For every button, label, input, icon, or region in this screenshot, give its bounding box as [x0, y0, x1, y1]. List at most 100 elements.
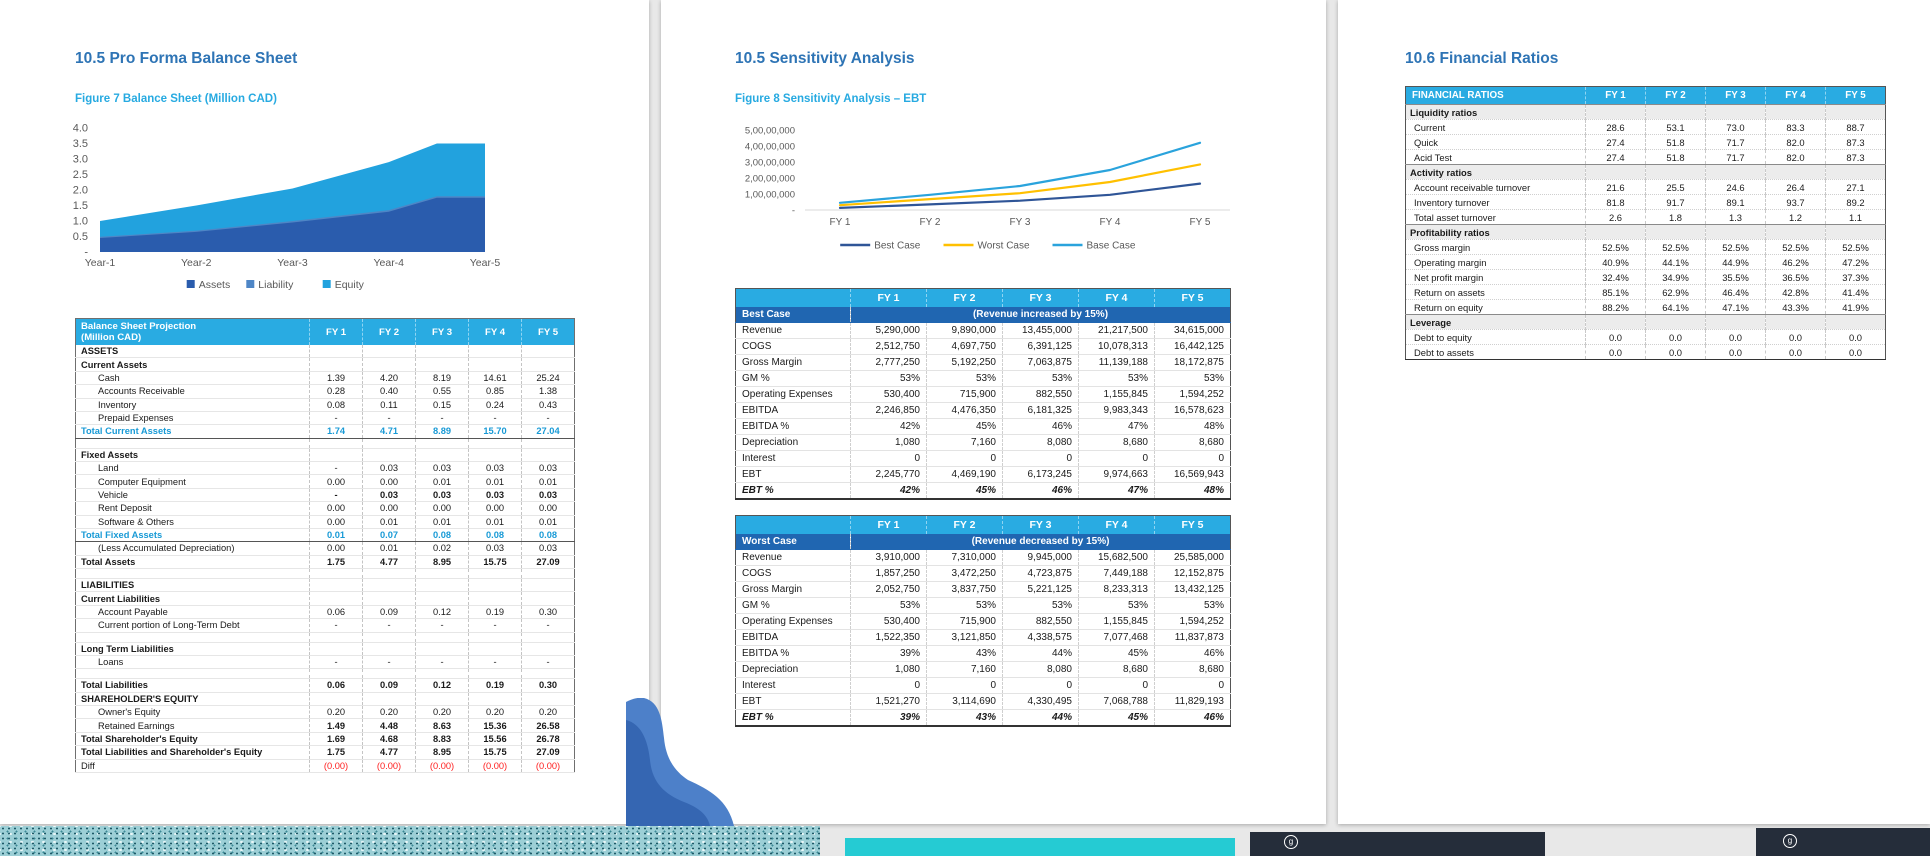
cell-value: 0.30 — [521, 605, 575, 620]
cell-value: 882,550 — [1002, 386, 1079, 403]
cell-value: - — [309, 618, 363, 633]
y-tick-label: - — [84, 247, 88, 259]
column-header: FY 3 — [415, 318, 469, 345]
table-head: Balance Sheet Projection (Million CAD) FY … — [75, 318, 575, 345]
cell-value: (0.00) — [415, 759, 469, 773]
cell-value — [468, 632, 522, 643]
table-row: Acid Test 27.4 51.8 71.7 82.0 87.3 — [1405, 149, 1886, 165]
cell-value: 44% — [1002, 709, 1079, 727]
next-page-cyan-bar — [845, 838, 1235, 856]
cell-value: 32.4% — [1585, 269, 1646, 285]
cell-value: 12,152,875 — [1154, 565, 1231, 582]
cell-value: 2,245,770 — [850, 466, 927, 483]
table-row: Gross margin 52.5% 52.5% 52.5% 52.5% 52.5% — [1405, 239, 1886, 255]
cell-value: 5,192,250 — [926, 354, 1003, 371]
table-row: Current Assets — [75, 357, 575, 372]
row-label: Return on assets — [1405, 284, 1586, 300]
cell-value: - — [309, 488, 363, 503]
table-row: Net profit margin 32.4% 34.9% 35.5% 36.5% 37.… — [1405, 269, 1886, 285]
y-tick-label: 2,00,00,000 — [745, 174, 795, 185]
cell-value: 47% — [1078, 482, 1155, 500]
cell-value: 0.00 — [415, 501, 469, 516]
cell-value: 26.58 — [521, 718, 575, 733]
cell-value — [468, 345, 522, 359]
cell-value — [1705, 164, 1766, 180]
cell-value — [362, 578, 416, 593]
cell-value: 0.03 — [362, 461, 416, 476]
financial-ratios-table: FINANCIAL RATIOS FY 1 FY 2 FY 3 FY 4 FY 5 Liqu… — [1405, 86, 1886, 360]
x-tick-label: FY 5 — [1190, 217, 1211, 228]
cell-value — [415, 568, 469, 579]
cell-value: 0.01 — [415, 474, 469, 489]
cell-value: 45% — [1078, 645, 1155, 662]
cell-value — [1585, 104, 1646, 120]
legend-swatch-liability — [246, 280, 255, 288]
next-page-photo-strip — [0, 826, 820, 856]
cell-value — [362, 438, 416, 449]
row-label: Owner's Equity — [75, 705, 310, 720]
cell-value: 42% — [850, 482, 927, 500]
cell-value — [415, 668, 469, 680]
cell-value: 0.19 — [468, 605, 522, 620]
column-header: FY 1 — [309, 318, 363, 345]
x-tick-label: Year-4 — [373, 257, 404, 269]
cell-value: 82.0 — [1765, 134, 1826, 150]
cell-value: 8,680 — [1154, 661, 1231, 678]
cell-value: 48% — [1154, 482, 1231, 500]
area-series-assets — [100, 197, 485, 252]
cell-value: 0 — [926, 450, 1003, 467]
cell-value: 13,455,000 — [1002, 322, 1079, 339]
cell-value: 1,522,350 — [850, 629, 927, 646]
column-header: FY 5 — [1825, 86, 1886, 105]
cell-value: 0.55 — [415, 384, 469, 399]
cell-value: 47% — [1078, 418, 1155, 435]
cell-value — [521, 438, 575, 449]
table-row: COGS 1,857,250 3,472,250 4,723,875 7,449,188… — [735, 565, 1231, 582]
row-label: Net profit margin — [1405, 269, 1586, 285]
cell-value: 3,837,750 — [926, 581, 1003, 598]
cell-value — [1645, 314, 1706, 330]
cell-value — [521, 692, 575, 707]
cell-value: 42.8% — [1765, 284, 1826, 300]
cell-value: 15,682,500 — [1078, 549, 1155, 566]
page-3: 10.6 Financial Ratios FINANCIAL RATIOS FY… — [1338, 0, 1930, 824]
table-row: Software & Others 0.00 0.01 0.01 0.01 0.01 — [75, 515, 575, 529]
cell-value — [309, 578, 363, 593]
case-label: Best Case — [735, 307, 851, 323]
cell-value: 882,550 — [1002, 613, 1079, 630]
cell-value — [1645, 104, 1706, 120]
cell-value — [1705, 224, 1766, 240]
page1-title: 10.5 Pro Forma Balance Sheet — [75, 50, 298, 67]
cell-value: 4.48 — [362, 718, 416, 733]
cell-value: 2,512,750 — [850, 338, 927, 355]
case-header-row: Best Case (Revenue increased by 15%) — [735, 307, 1231, 323]
header-row: FY 1 FY 2 FY 3 FY 4 FY 5 — [735, 288, 1231, 307]
cell-value: 715,900 — [926, 613, 1003, 630]
row-label: EBT % — [735, 482, 851, 500]
cell-value: 64.1% — [1645, 299, 1706, 315]
header-corner — [735, 288, 851, 307]
table-row: Owner's Equity 0.20 0.20 0.20 0.20 0.20 — [75, 705, 575, 720]
cell-value: 0.0 — [1765, 329, 1826, 345]
cell-value: 8,680 — [1078, 661, 1155, 678]
row-label: GM % — [735, 597, 851, 614]
y-tick-label: 4.0 — [73, 123, 88, 135]
cell-value: 6,173,245 — [1002, 466, 1079, 483]
cell-value: 0 — [1078, 450, 1155, 467]
cell-value: 44.9% — [1705, 254, 1766, 270]
cell-value: 51.8 — [1645, 134, 1706, 150]
cell-value: 0.00 — [309, 474, 363, 489]
cell-value: 53.1 — [1645, 119, 1706, 135]
column-header: FY 4 — [1078, 515, 1155, 534]
row-label: Fixed Assets — [75, 448, 310, 463]
row-label: Vehicle — [75, 488, 310, 503]
cell-value: 0.0 — [1645, 329, 1706, 345]
cell-value: 4,723,875 — [1002, 565, 1079, 582]
table-row: Rent Deposit 0.00 0.00 0.00 0.00 0.00 — [75, 501, 575, 516]
table-row: Total Liabilities and Shareholder's Equi… — [75, 745, 575, 760]
cell-value: 0.06 — [309, 605, 363, 620]
table-row: Accounts Receivable 0.28 0.40 0.55 0.85 1.38 — [75, 384, 575, 399]
y-tick-label: 4,00,00,000 — [745, 142, 795, 153]
cell-value: 11,837,873 — [1154, 629, 1231, 646]
